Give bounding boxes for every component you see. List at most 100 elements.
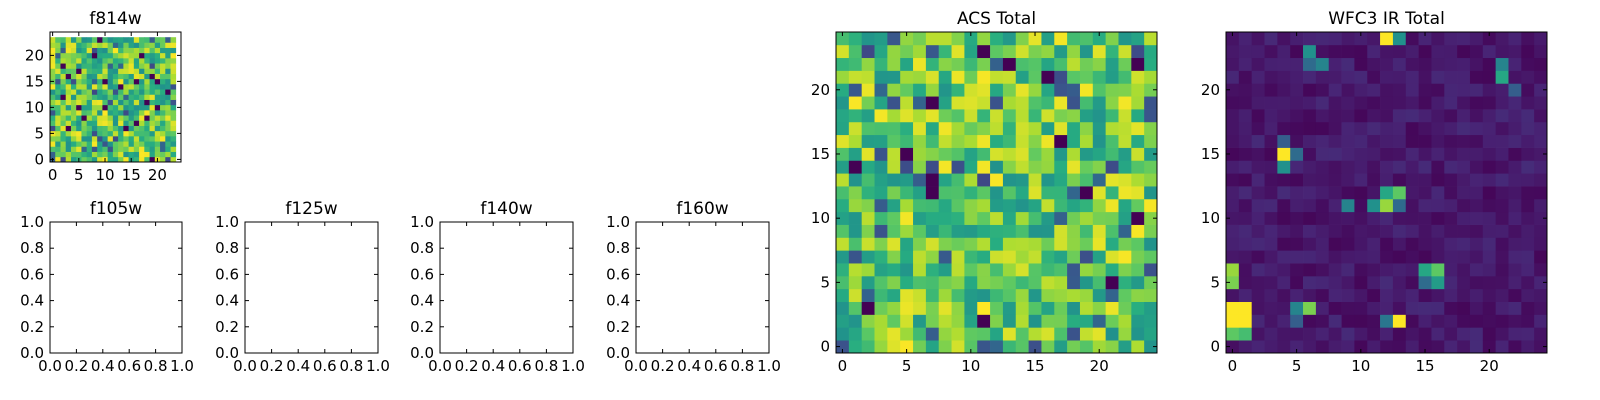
y-tick-label: 0.6 — [606, 265, 630, 283]
heatmap-cell — [1028, 44, 1042, 59]
heatmap-cell — [1067, 211, 1081, 225]
heatmap-cell — [107, 52, 114, 59]
heatmap-cell — [1105, 134, 1119, 148]
heatmap-cell — [1508, 96, 1522, 110]
heatmap-cell — [913, 96, 927, 110]
heatmap-cell — [1508, 198, 1522, 213]
heatmap-cell — [70, 84, 77, 90]
heatmap-cell — [990, 134, 1004, 148]
heatmap-cell — [1457, 314, 1471, 328]
heatmap-cell — [118, 68, 124, 74]
heatmap-cell — [1431, 301, 1445, 315]
heatmap-cell — [1495, 121, 1509, 136]
heatmap-cell — [1392, 198, 1407, 213]
heatmap-cell — [1315, 57, 1330, 71]
heatmap-cell — [1054, 147, 1068, 161]
heatmap-cell — [76, 58, 82, 64]
heatmap-cell — [1290, 134, 1304, 148]
heatmap-cell — [1328, 275, 1342, 290]
heatmap-cell — [1328, 186, 1342, 200]
heatmap-cell — [938, 211, 952, 225]
heatmap-cell — [112, 89, 119, 95]
heatmap-cell — [1315, 186, 1330, 200]
heatmap-cell — [1067, 96, 1081, 110]
y-tick-label: 10 — [25, 98, 44, 116]
heatmap-cell — [990, 83, 1004, 97]
heatmap-cell — [1341, 340, 1355, 354]
heatmap-cell — [107, 73, 114, 80]
heatmap-cell — [1482, 263, 1496, 277]
heatmap-cell — [1328, 160, 1342, 174]
heatmap-cell — [925, 57, 940, 71]
y-tick-label: 0.4 — [20, 292, 44, 310]
heatmap-cell — [990, 70, 1004, 84]
heatmap-cell — [1431, 224, 1445, 238]
heatmap-cell — [60, 94, 67, 100]
heatmap-cell — [70, 125, 77, 132]
heatmap-cell — [81, 130, 88, 137]
heatmap-cell — [160, 84, 166, 90]
heatmap-cell — [1354, 173, 1368, 187]
heatmap-cell — [1380, 109, 1394, 123]
heatmap-cell — [1015, 340, 1029, 354]
y-tick-label: 10 — [1201, 209, 1220, 227]
heatmap-cell — [1495, 57, 1509, 71]
heatmap-cell — [154, 73, 161, 80]
heatmap-cell — [848, 70, 863, 84]
heatmap-cell — [925, 224, 940, 238]
heatmap-cell — [1495, 275, 1509, 290]
heatmap-cell — [1054, 96, 1068, 110]
heatmap-cell — [848, 340, 863, 354]
heatmap-cell — [1482, 288, 1496, 302]
axes-frame — [835, 31, 1158, 354]
heatmap-cell — [1380, 275, 1394, 290]
heatmap-cell — [91, 104, 98, 111]
heatmap-cell — [81, 89, 88, 95]
y-tick-label: 0.8 — [606, 239, 630, 257]
heatmap-cell — [1418, 198, 1432, 213]
heatmap-cell — [123, 130, 129, 137]
heatmap-cell — [112, 84, 119, 90]
heatmap-cell — [1508, 32, 1522, 46]
heatmap-cell — [1469, 211, 1484, 225]
heatmap-cell — [1392, 44, 1407, 59]
heatmap-cell — [1092, 83, 1106, 97]
heatmap-cell — [1444, 340, 1458, 354]
heatmap-cell — [139, 68, 145, 74]
heatmap-cell — [60, 141, 67, 147]
heatmap-cell — [170, 94, 177, 100]
heatmap-cell — [91, 141, 98, 147]
heatmap-cell — [1054, 198, 1068, 213]
heatmap-cell — [1431, 186, 1445, 200]
heatmap-cell — [951, 83, 965, 97]
heatmap-cell — [50, 99, 56, 106]
heatmap-cell — [925, 83, 940, 97]
heatmap-cell — [861, 327, 875, 341]
heatmap-cell — [1405, 70, 1419, 84]
heatmap-cell — [1328, 340, 1342, 354]
y-tick-label: 0.2 — [215, 318, 239, 336]
heatmap-cell — [938, 314, 952, 328]
heatmap-cell — [81, 146, 88, 152]
heatmap-cell — [1002, 32, 1017, 46]
heatmap-cell — [1002, 263, 1017, 277]
heatmap-cell — [70, 68, 77, 74]
heatmap-cell — [1041, 211, 1055, 225]
heatmap-cell — [1405, 160, 1419, 174]
heatmap-cell — [925, 198, 940, 213]
heatmap-cell — [81, 68, 88, 74]
heatmap-cell — [1054, 250, 1068, 264]
x-tick-label: 1.0 — [170, 357, 194, 375]
axes-frame — [49, 221, 183, 354]
heatmap-cell — [55, 104, 61, 111]
heatmap-cell — [964, 224, 978, 238]
heatmap-cell — [964, 263, 978, 277]
heatmap-cell — [1534, 314, 1548, 328]
heatmap-cell — [86, 151, 93, 158]
heatmap-cell — [1418, 134, 1432, 148]
heatmap-cell — [1277, 160, 1291, 174]
x-tick-label: 0.6 — [117, 357, 141, 375]
y-tick-label: 1.0 — [410, 213, 434, 231]
heatmap-cell — [1264, 211, 1278, 225]
heatmap-cell — [977, 173, 991, 187]
